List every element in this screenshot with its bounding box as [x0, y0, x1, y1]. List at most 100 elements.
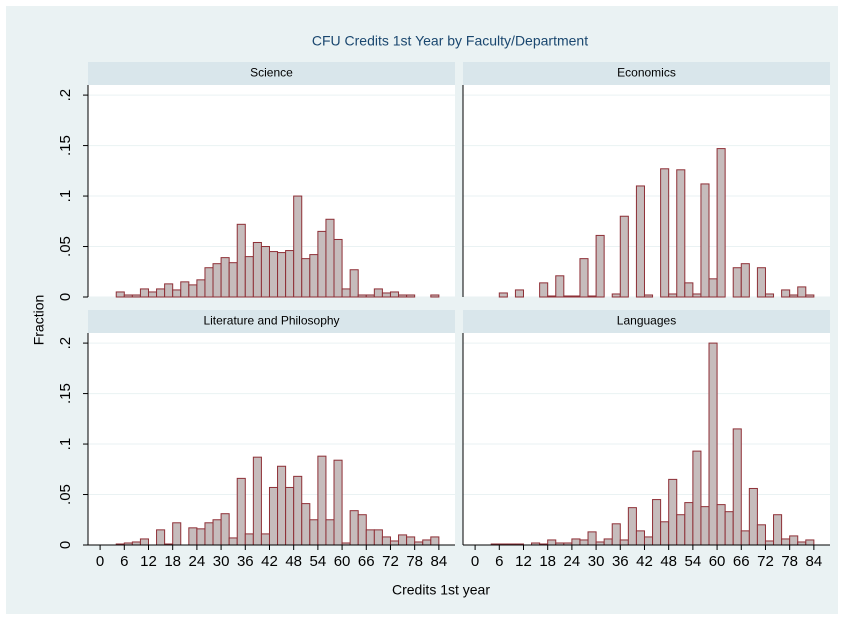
x-tick-label: 0 [471, 553, 479, 570]
bar [220, 513, 230, 546]
bar [277, 465, 287, 546]
bar [309, 254, 319, 298]
y-tick-label: .15 [57, 135, 74, 156]
bar [732, 267, 742, 298]
bar [635, 185, 645, 298]
x-tick-label: 36 [237, 553, 254, 570]
x-tick-label: 6 [120, 553, 128, 570]
bar [708, 278, 718, 298]
bar [373, 529, 383, 546]
bar [595, 234, 605, 298]
bar [244, 533, 254, 546]
y-tick-label: .05 [57, 484, 74, 505]
bar [381, 292, 391, 298]
x-tick-label: 24 [189, 553, 206, 570]
x-tick-label: 42 [636, 553, 653, 570]
bar [196, 528, 206, 546]
x-tick-label: 42 [261, 553, 278, 570]
bar [406, 536, 416, 546]
bar [692, 450, 702, 546]
bar [301, 503, 311, 546]
y-tick-label: .2 [57, 337, 74, 350]
bar [652, 499, 662, 546]
bar [115, 291, 125, 298]
x-tick-label: 84 [806, 553, 823, 570]
bar [603, 538, 613, 546]
bar [547, 539, 557, 546]
bar [498, 292, 508, 298]
bar [805, 539, 815, 546]
bar [611, 293, 621, 298]
x-tick-label: 6 [495, 553, 503, 570]
bar [563, 295, 573, 298]
plot-area [463, 85, 830, 297]
bar [285, 250, 295, 298]
bar [764, 293, 775, 298]
x-axis-label: Credits 1st year [392, 582, 490, 598]
x-tick-label: 30 [588, 553, 605, 570]
bar [139, 288, 149, 298]
x-tick-label: 54 [685, 553, 702, 570]
bar [317, 455, 327, 546]
bar [244, 256, 254, 298]
bar [789, 535, 799, 546]
panel-strip [463, 62, 830, 85]
bar [684, 282, 694, 298]
bar [365, 529, 375, 546]
bar [131, 294, 141, 298]
bar [293, 475, 303, 546]
y-axis-label: Fraction [31, 295, 47, 346]
bar [676, 514, 686, 546]
bar [708, 342, 718, 546]
bar [381, 536, 391, 546]
y-tick-label: .15 [57, 383, 74, 404]
bar [333, 459, 343, 546]
bar [587, 295, 597, 298]
bar [587, 531, 597, 546]
bar [268, 251, 279, 298]
bar [172, 522, 182, 546]
bar [139, 538, 149, 546]
bar [619, 539, 629, 546]
bar [228, 262, 238, 298]
x-tick-label: 66 [733, 553, 750, 570]
x-tick-label: 54 [310, 553, 327, 570]
bar [236, 477, 246, 546]
bar [579, 258, 589, 298]
bar [660, 521, 670, 546]
bar [740, 530, 750, 546]
y-tick-label: .2 [57, 89, 74, 102]
y-tick-label: 0 [57, 541, 74, 549]
panel-title: Economics [617, 66, 676, 80]
bar [349, 510, 359, 546]
bar [389, 291, 400, 298]
bar [756, 267, 766, 298]
bar [781, 538, 791, 546]
x-tick-label: 72 [382, 553, 399, 570]
bar [611, 523, 621, 546]
bar [619, 215, 629, 298]
bar [357, 514, 367, 546]
bar [277, 252, 287, 298]
bar [373, 288, 383, 298]
x-tick-label: 78 [406, 553, 423, 570]
bar [325, 218, 335, 298]
bar [805, 294, 815, 298]
bar [555, 275, 565, 298]
bar [514, 289, 524, 298]
bar [789, 294, 799, 298]
panel-strip [88, 310, 455, 333]
bar [668, 293, 678, 298]
x-tick-label: 0 [96, 553, 104, 570]
x-tick-label: 12 [140, 553, 157, 570]
bar [732, 428, 742, 546]
bar [430, 294, 440, 298]
bar [252, 456, 262, 546]
x-tick-label: 60 [334, 553, 351, 570]
bar [341, 288, 351, 298]
bar [660, 168, 670, 298]
x-tick-label: 66 [358, 553, 375, 570]
bar [781, 289, 791, 298]
panel-strip [88, 62, 455, 85]
bar [147, 291, 158, 298]
